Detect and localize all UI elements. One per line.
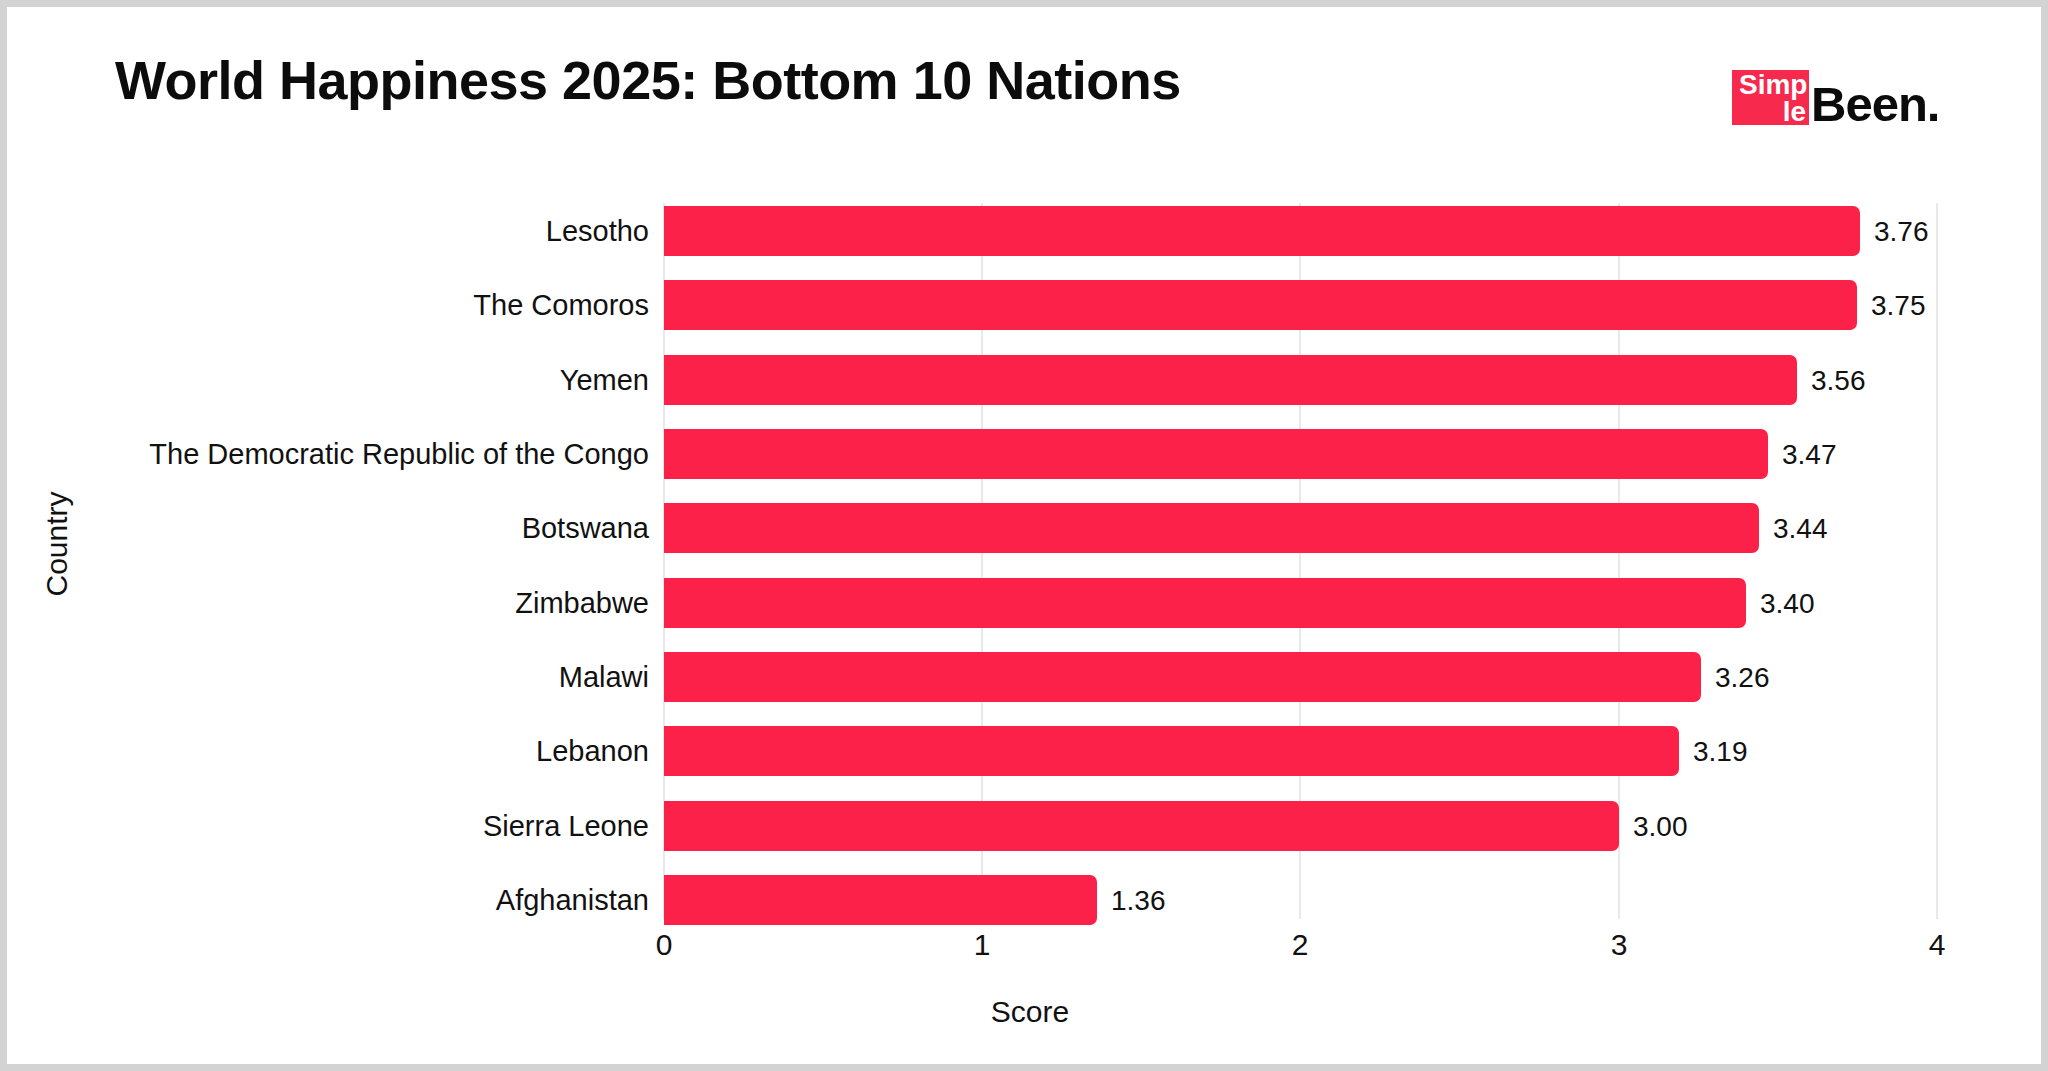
bar xyxy=(664,429,1768,479)
bar xyxy=(664,578,1746,628)
category-label: Lesotho xyxy=(7,206,649,256)
y-axis-label: Country xyxy=(40,491,74,596)
value-label: 3.26 xyxy=(1715,652,1770,702)
x-axis-label: Score xyxy=(930,995,1130,1029)
bar-chart-plot-area: 0 1 2 3 4 Lesotho 3.76 The Comoros 3.75 Yemen 3.56… xyxy=(7,7,2041,1064)
value-label: 3.19 xyxy=(1693,726,1748,776)
category-label: The Democratic Republic of the Congo xyxy=(7,429,649,479)
value-label: 3.75 xyxy=(1871,280,1926,330)
category-label: Zimbabwe xyxy=(7,578,649,628)
category-label: Lebanon xyxy=(7,726,649,776)
category-label: Botswana xyxy=(7,503,649,553)
category-label: The Comoros xyxy=(7,280,649,330)
value-label: 3.76 xyxy=(1874,206,1929,256)
value-label: 3.00 xyxy=(1633,801,1688,851)
value-label: 3.47 xyxy=(1782,429,1837,479)
bar xyxy=(664,503,1759,553)
x-tick-label-4: 4 xyxy=(1907,929,1967,961)
category-label: Afghanistan xyxy=(7,875,649,925)
bar xyxy=(664,652,1701,702)
bar xyxy=(664,875,1097,925)
value-label: 1.36 xyxy=(1111,875,1166,925)
chart-canvas: World Happiness 2025: Bottom 10 Nations … xyxy=(0,0,2048,1071)
value-label: 3.40 xyxy=(1760,578,1815,628)
x-tick-label-0: 0 xyxy=(634,929,694,961)
category-label: Sierra Leone xyxy=(7,801,649,851)
value-label: 3.44 xyxy=(1773,503,1828,553)
bar xyxy=(664,726,1679,776)
value-label: 3.56 xyxy=(1811,355,1866,405)
x-tick-label-1: 1 xyxy=(952,929,1012,961)
gridline-x-4 xyxy=(1936,203,1938,919)
x-tick-label-3: 3 xyxy=(1589,929,1649,961)
category-label: Yemen xyxy=(7,355,649,405)
bar xyxy=(664,280,1857,330)
bar xyxy=(664,206,1860,256)
x-tick-label-2: 2 xyxy=(1270,929,1330,961)
category-label: Malawi xyxy=(7,652,649,702)
bar xyxy=(664,801,1619,851)
bar xyxy=(664,355,1797,405)
